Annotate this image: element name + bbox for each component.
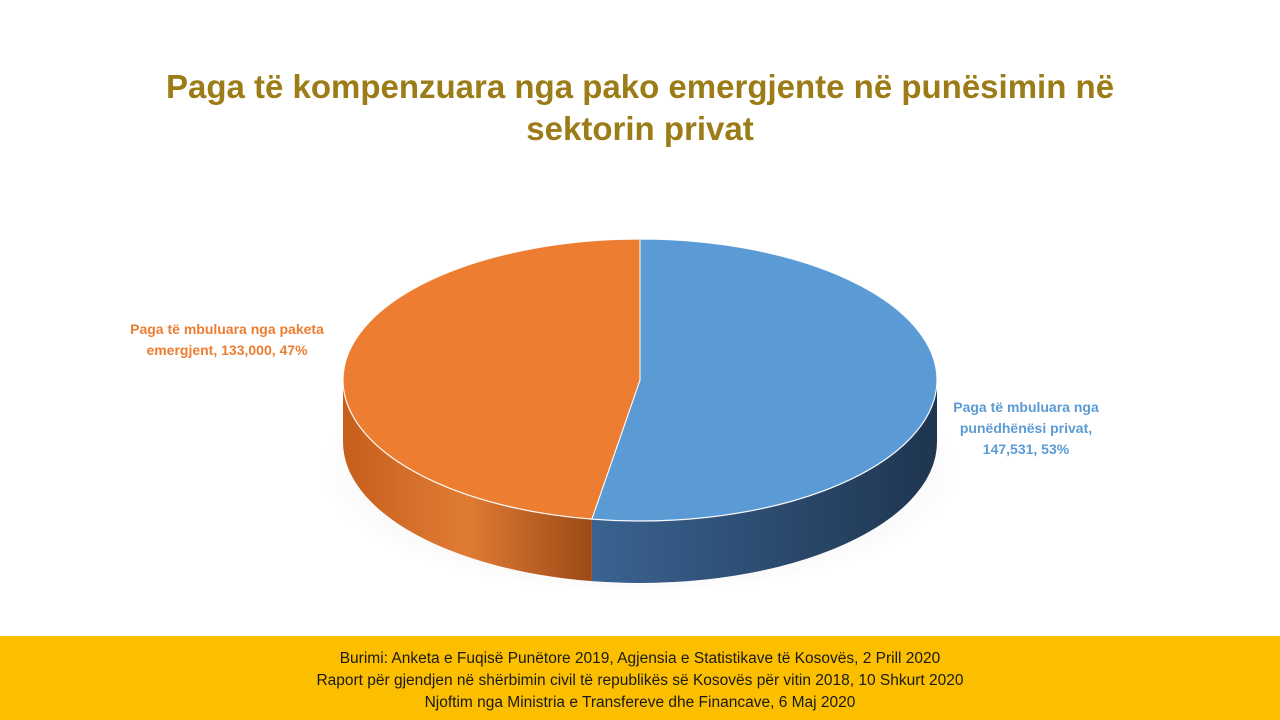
pie-rim xyxy=(342,238,938,522)
data-label-2: Paga të mbuluara nga paketa emergjent, 13… xyxy=(130,321,324,358)
pie-slices xyxy=(342,238,938,583)
chart-title-line-1: Paga të kompenzuara nga pako emergjente … xyxy=(165,68,1115,105)
footer-source-line-3: Njoftim nga Ministria e Transfereve dhe … xyxy=(424,694,856,711)
pie-slice-2 xyxy=(342,238,641,520)
footer-source-line-2: Raport për gjendjen në shërbimin civil t… xyxy=(316,672,964,689)
pie-labels: Paga të mbuluara nga punëdhënësi privat, 1… xyxy=(130,321,1099,457)
pie-side-2 xyxy=(343,380,592,582)
pie-side-1 xyxy=(591,380,937,583)
pie-chart: Paga të mbuluara nga punëdhënësi privat, 1… xyxy=(130,238,1099,595)
chart-title-line-2: sektorin privat xyxy=(526,110,754,147)
source-footer: Burimi: Anketa e Fuqisë Punëtore 2019, A… xyxy=(0,636,1280,720)
pie-slice-1 xyxy=(591,238,938,522)
footer-source-line-1: Burimi: Anketa e Fuqisë Punëtore 2019, A… xyxy=(339,650,941,667)
data-label-1: Paga të mbuluara nga punëdhënësi privat, 1… xyxy=(953,399,1099,457)
chart-title: Paga të kompenzuara nga pako emergjente … xyxy=(100,66,1180,150)
